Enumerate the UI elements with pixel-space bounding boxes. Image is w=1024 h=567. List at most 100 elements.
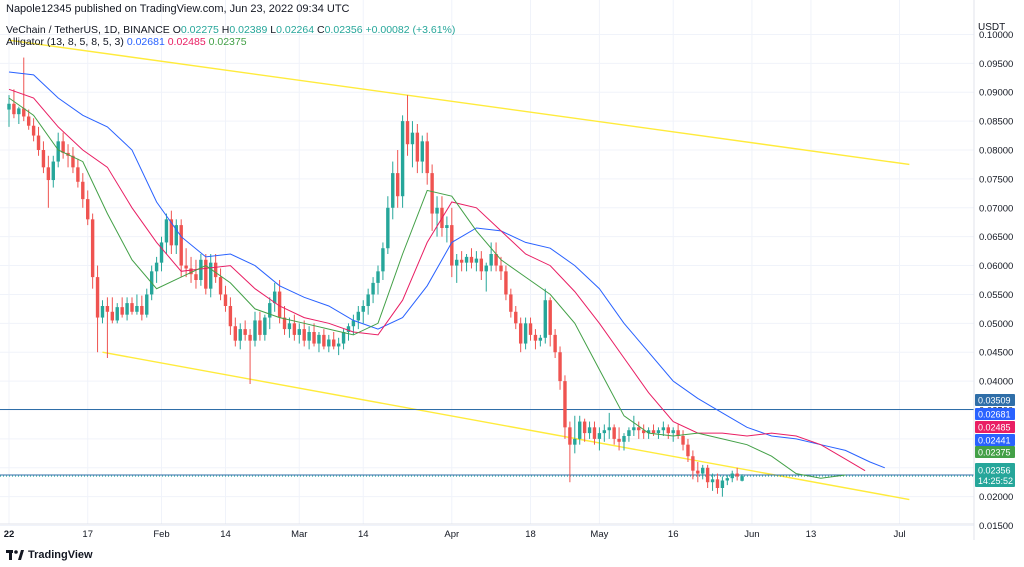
candle-body [395, 173, 400, 197]
trendlines[interactable] [8, 39, 910, 501]
candle [204, 254, 208, 295]
candle-body [607, 427, 611, 431]
candle [514, 306, 518, 330]
candle [641, 424, 646, 439]
candle-body [140, 306, 144, 315]
candle [400, 115, 405, 208]
candle [307, 326, 311, 350]
candle [135, 294, 139, 315]
candle [469, 248, 474, 269]
candle-body [263, 317, 267, 335]
candle [686, 438, 690, 462]
time-axis[interactable]: 22 17 Feb 14 Mar 14 Apr 18 May 16 Jun 13 Jul [4, 529, 906, 540]
candle-body [238, 329, 242, 341]
candle-body [90, 219, 95, 278]
candle [238, 323, 242, 350]
candle-body [686, 444, 690, 457]
candle [479, 251, 484, 280]
candle [597, 427, 602, 451]
candle-body [12, 103, 16, 115]
candle [174, 219, 178, 254]
candle-body [322, 334, 326, 347]
trendline[interactable] [8, 39, 910, 166]
candle [538, 334, 543, 347]
price-label-text: 0.02356 [978, 466, 1011, 476]
alligator-jaw-line [8, 71, 885, 469]
candle-body [120, 307, 124, 315]
time-tick-label: Jun [744, 529, 759, 540]
candle-body [514, 311, 518, 324]
candle-body [361, 306, 365, 312]
candle-body [400, 121, 405, 197]
candle [395, 150, 400, 208]
candle [297, 323, 301, 344]
candle-body [189, 268, 193, 275]
price-tick-label: 0.09500 [979, 59, 1013, 70]
candle [332, 332, 336, 350]
candle [376, 265, 380, 295]
price-label: 0.02485 [975, 421, 1015, 433]
candle-body [26, 116, 31, 126]
candle [51, 155, 55, 188]
candle [130, 297, 134, 315]
price-label-box [975, 394, 1015, 406]
candle-body [450, 225, 454, 266]
candle-body [332, 339, 336, 347]
indicator-name[interactable]: Alligator (13, 8, 5, 8, 5, 3) [6, 36, 124, 48]
horizontal-lines[interactable] [0, 408, 974, 477]
symbol-name[interactable]: VeChain / TetherUS, 1D, BINANCE [6, 24, 170, 36]
candle-body [179, 225, 183, 266]
close-label: C [317, 24, 325, 36]
trendline[interactable] [102, 351, 910, 501]
candle [656, 427, 661, 439]
candle-body [646, 430, 651, 434]
candle-body [632, 427, 636, 431]
brand-name[interactable]: TradingView [28, 549, 93, 561]
candle-body [715, 479, 720, 488]
candle-body [174, 225, 178, 246]
candle [263, 314, 267, 341]
time-tick-label: 14 [220, 529, 231, 540]
candle-body [56, 141, 60, 162]
candle-body [553, 334, 557, 353]
candle [740, 474, 744, 482]
candle-body [268, 303, 272, 318]
candle [730, 470, 734, 483]
candle [405, 95, 410, 156]
candle [489, 242, 493, 272]
candle-body [356, 311, 361, 321]
candle [302, 320, 306, 347]
candle-body [130, 303, 134, 312]
candle-body [346, 326, 351, 332]
price-tick-label: 0.06500 [979, 232, 1013, 243]
candle [248, 329, 252, 384]
candle-body [95, 277, 100, 318]
candle [36, 126, 41, 156]
candle [71, 147, 75, 174]
candle [410, 121, 415, 168]
candle-body [110, 311, 115, 321]
candle [637, 421, 641, 439]
candle-body [341, 332, 346, 344]
candle [327, 334, 331, 353]
candle-body [720, 480, 725, 488]
price-tick-label: 0.02000 [979, 492, 1013, 503]
candle-body [602, 430, 607, 434]
candle-body [317, 334, 321, 344]
time-tick-label: Apr [444, 529, 459, 540]
candle-body [573, 438, 577, 445]
candle-body [730, 473, 734, 479]
candle [154, 256, 159, 283]
price-tick-label: 0.05500 [979, 290, 1013, 301]
candle [523, 317, 528, 350]
candle-body [386, 207, 390, 249]
candle [366, 288, 370, 315]
countdown-text: 14:25:52 [978, 476, 1013, 486]
candle [346, 323, 351, 341]
candle-body [548, 300, 552, 335]
candle-body [292, 323, 297, 335]
candle [578, 415, 582, 445]
candle [184, 248, 188, 278]
